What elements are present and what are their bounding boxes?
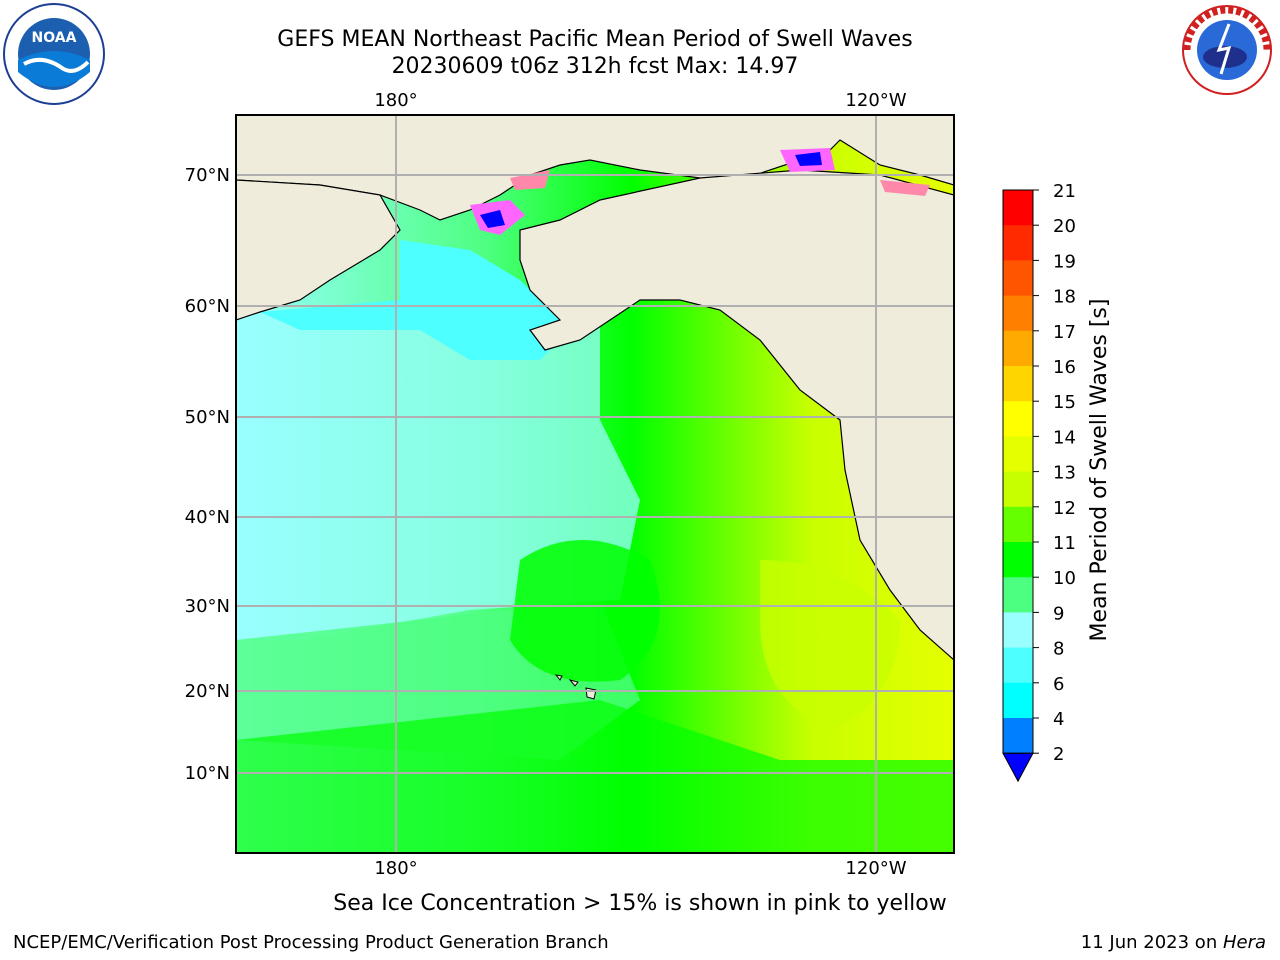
sea-ice-note: Sea Ice Concentration > 15% is shown in …: [333, 891, 947, 916]
colorbar-segment: [1003, 401, 1033, 437]
lat-label-10n: 10°N: [185, 763, 230, 784]
colorbar-segment: [1003, 260, 1033, 297]
colorbar-segment: [1003, 718, 1033, 754]
lon-label-top-120w: 120°W: [845, 90, 906, 111]
colorbar-tick-label: 4: [1053, 709, 1064, 730]
colorbar-segment: [1003, 295, 1033, 332]
colorbar-tick-label: 21: [1053, 181, 1076, 202]
chukotka-land: [236, 179, 401, 321]
colorbar-tick-label: 2: [1053, 744, 1064, 765]
colorbar: 21 20 19 18 17 16 15 14 13 12 11 10 9 8 6 4 2: [1002, 181, 1076, 783]
sea-ice-east: [880, 180, 930, 196]
colorbar-tick-label: 17: [1053, 322, 1076, 343]
sea-ice-beaufort-dense: [795, 152, 822, 166]
colorbar-tick-label: 20: [1053, 216, 1076, 237]
colorbar-extend-triangle: [1002, 752, 1034, 783]
lat-label-50n: 50°N: [185, 407, 230, 428]
southeast-swell-region: [760, 560, 900, 730]
lat-label-60n: 60°N: [185, 296, 230, 317]
colorbar-segment: [1003, 612, 1033, 649]
colorbar-segment: [1003, 542, 1033, 578]
noaa-logo-text: NOAA: [32, 30, 77, 46]
lat-label-30n: 30°N: [185, 596, 230, 617]
colorbar-label: Mean Period of Swell Waves [s]: [1087, 299, 1112, 642]
lon-label-top-180: 180°: [374, 90, 417, 111]
colorbar-tick-label: 6: [1053, 674, 1064, 695]
tropical-swell-region: [236, 700, 954, 853]
graticule: [236, 115, 954, 853]
colorbar-tick-label: 11: [1053, 533, 1076, 554]
colorbar-segment: [1003, 225, 1033, 261]
nws-logo: [1182, 5, 1272, 95]
colorbar-segment: [1003, 506, 1033, 543]
footer-branch: NCEP/EMC/Verification Post Processing Pr…: [13, 932, 609, 953]
colorbar-segment: [1003, 647, 1033, 684]
map-title: GEFS MEAN Northeast Pacific Mean Period …: [277, 27, 913, 52]
colorbar-segment: [1003, 577, 1033, 613]
colorbar-tick-label: 10: [1053, 568, 1076, 589]
central-swell-region: [510, 540, 660, 682]
lon-label-bottom-120w: 120°W: [845, 858, 906, 879]
colorbar-tick-label: 8: [1053, 639, 1064, 660]
hawaii-islands: [554, 674, 597, 700]
colorbar-segment: [1003, 471, 1033, 508]
footer-date-text: 11 Jun 2023 on: [1080, 932, 1223, 953]
colorbar-tick-label: 14: [1053, 427, 1076, 448]
colorbar-tick-label: 12: [1053, 498, 1076, 519]
bering-sea-field: [260, 240, 570, 360]
sea-ice-chukchi-dense: [480, 210, 505, 228]
colorbar-segment: [1003, 436, 1033, 473]
noaa-logo: NOAA: [3, 3, 105, 105]
siberia-north-land: [236, 115, 954, 221]
colorbar-tick-label: 13: [1053, 463, 1076, 484]
lat-label-70n: 70°N: [185, 165, 230, 186]
lat-label-20n: 20°N: [185, 681, 230, 702]
footer-host: Hera: [1222, 932, 1266, 953]
lat-label-40n: 40°N: [185, 507, 230, 528]
map-area: [236, 115, 954, 853]
map-frame: [235, 114, 955, 854]
colorbar-tick-label: 9: [1053, 603, 1064, 624]
colorbar-tick-label: 18: [1053, 287, 1076, 308]
colorbar-tick-label: 15: [1053, 392, 1076, 413]
footer-date: 11 Jun 2023 on Hera: [1081, 932, 1266, 953]
colorbar-tick-label: 16: [1053, 357, 1076, 378]
lon-label-bottom-180: 180°: [374, 858, 417, 879]
colorbar-segment: [1003, 366, 1033, 402]
colorbar-segment: [1003, 330, 1033, 367]
colorbar-tick-label: 19: [1053, 251, 1076, 272]
colorbar-segment: [1003, 190, 1033, 226]
map-subtitle: 20230609 t06z 312h fcst Max: 14.97: [391, 54, 799, 79]
colorbar-segment: [1003, 682, 1033, 719]
